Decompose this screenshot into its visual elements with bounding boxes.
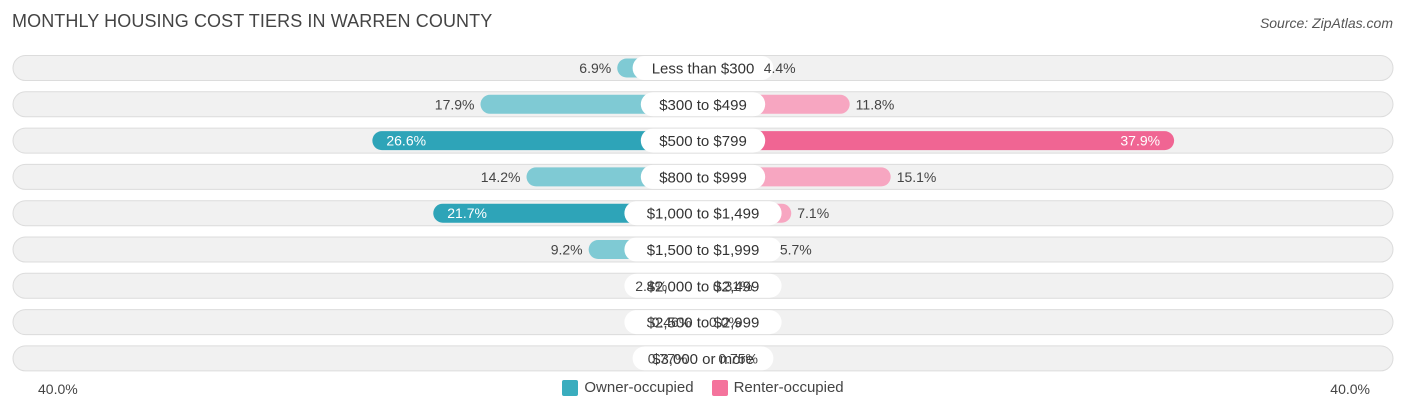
chart-title: MONTHLY HOUSING COST TIERS IN WARREN COU… [12, 11, 493, 31]
legend-label-owner: Owner-occupied [584, 379, 694, 396]
legend-swatch-owner [562, 379, 579, 396]
renter-value-label: 0.0% [709, 314, 741, 330]
category-label: $1,500 to $1,999 [647, 242, 760, 259]
axis-label-left: 40.0% [38, 381, 78, 397]
category-pill [632, 56, 774, 80]
source-credit: Source: ZipAtlas.com [1259, 15, 1393, 31]
renter-value-label: 37.9% [1120, 133, 1160, 149]
owner-value-label: 0.46% [652, 314, 692, 330]
renter-bar [693, 131, 1175, 151]
owner-value-label: 26.6% [386, 133, 426, 149]
renter-value-label: 11.8% [856, 96, 895, 112]
owner-value-label: 9.2% [551, 242, 583, 258]
renter-value-label: 5.7% [780, 242, 812, 258]
owner-value-label: 0.77% [648, 350, 688, 366]
owner-value-label: 2.4% [635, 278, 667, 294]
category-pill [640, 164, 766, 189]
legend-item-owner[interactable]: Owner-occupied [562, 379, 694, 396]
category-label: $1,000 to $1,499 [647, 206, 760, 223]
category-pill [640, 92, 766, 117]
owner-value-label: 17.9% [435, 96, 475, 112]
owner-value-label: 21.7% [447, 205, 487, 221]
owner-bar [372, 131, 713, 151]
category-pill [624, 237, 782, 262]
axis-label-right: 40.0% [1330, 381, 1370, 397]
legend-swatch-renter [711, 379, 728, 396]
owner-value-label: 14.2% [481, 169, 521, 185]
category-pill [632, 346, 774, 371]
category-pill [640, 128, 766, 153]
legend: Owner-occupied Renter-occupied [0, 379, 1406, 396]
renter-value-label: 4.4% [764, 60, 796, 76]
category-label: Less than $300 [652, 61, 755, 78]
category-label: $500 to $799 [659, 133, 747, 150]
category-label: $2,000 to $2,499 [647, 278, 760, 295]
renter-value-label: 15.1% [897, 169, 937, 185]
legend-label-renter: Renter-occupied [733, 379, 844, 396]
owner-value-label: 6.9% [579, 60, 611, 76]
renter-value-label: 7.1% [797, 205, 829, 221]
renter-value-label: 0.75% [718, 350, 758, 366]
legend-item-renter[interactable]: Renter-occupied [711, 379, 844, 396]
category-label: $300 to $499 [659, 97, 747, 114]
category-pill [624, 201, 782, 226]
category-pill [624, 273, 782, 298]
renter-value-label: 0.31% [713, 278, 753, 294]
category-label: $800 to $999 [659, 169, 747, 186]
category-label: $3,000 or more [652, 351, 754, 368]
category-label: $2,500 to $2,999 [647, 315, 760, 332]
category-pill [624, 310, 782, 335]
